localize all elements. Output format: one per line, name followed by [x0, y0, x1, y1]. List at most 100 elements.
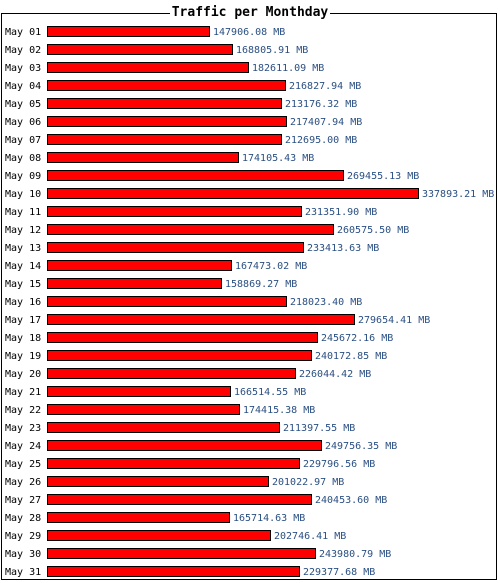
bar-row: May 10 337893.21 MB: [5, 188, 494, 200]
bar-row: May 22 174415.38 MB: [5, 404, 315, 416]
category-label: May 08: [5, 153, 41, 164]
bar: [47, 188, 419, 199]
value-label: 165714.63 MB: [233, 513, 305, 524]
chart-title-container: Traffic per Monthday: [0, 4, 500, 22]
bar: [47, 350, 312, 361]
bar: [47, 368, 296, 379]
bar-row: May 13 233413.63 MB: [5, 242, 379, 254]
chart-title: Traffic per Monthday: [169, 5, 331, 20]
value-label: 243980.79 MB: [319, 549, 391, 560]
category-label: May 16: [5, 297, 41, 308]
category-label: May 19: [5, 351, 41, 362]
category-label: May 27: [5, 495, 41, 506]
value-label: 233413.63 MB: [307, 243, 379, 254]
bar-row: May 30 243980.79 MB: [5, 548, 391, 560]
bar: [47, 296, 287, 307]
category-label: May 12: [5, 225, 41, 236]
value-label: 158869.27 MB: [225, 279, 297, 290]
category-label: May 09: [5, 171, 41, 182]
bar: [47, 170, 344, 181]
category-label: May 15: [5, 279, 41, 290]
value-label: 174415.38 MB: [243, 405, 315, 416]
bar-row: May 09 269455.13 MB: [5, 170, 419, 182]
value-label: 240453.60 MB: [315, 495, 387, 506]
bar: [47, 44, 233, 55]
bar: [47, 80, 286, 91]
category-label: May 03: [5, 63, 41, 74]
bar: [47, 332, 318, 343]
value-label: 217407.94 MB: [290, 117, 362, 128]
value-label: 226044.42 MB: [299, 369, 371, 380]
value-label: 201022.97 MB: [272, 477, 344, 488]
value-label: 245672.16 MB: [321, 333, 393, 344]
category-label: May 29: [5, 531, 41, 542]
bar: [47, 26, 210, 37]
bar: [47, 530, 271, 541]
bar: [47, 116, 287, 127]
bar-row: May 05 213176.32 MB: [5, 98, 357, 110]
category-label: May 22: [5, 405, 41, 416]
bar: [47, 404, 240, 415]
value-label: 211397.55 MB: [283, 423, 355, 434]
value-label: 231351.90 MB: [305, 207, 377, 218]
bar: [47, 548, 316, 559]
bar: [47, 314, 355, 325]
bar-row: May 19 240172.85 MB: [5, 350, 387, 362]
category-label: May 28: [5, 513, 41, 524]
value-label: 216827.94 MB: [289, 81, 361, 92]
value-label: 166514.55 MB: [234, 387, 306, 398]
value-label: 337893.21 MB: [422, 189, 494, 200]
value-label: 182611.09 MB: [252, 63, 324, 74]
bar: [47, 512, 230, 523]
category-label: May 11: [5, 207, 41, 218]
category-label: May 25: [5, 459, 41, 470]
bar-row: May 11 231351.90 MB: [5, 206, 377, 218]
value-label: 260575.50 MB: [337, 225, 409, 236]
category-label: May 02: [5, 45, 41, 56]
value-label: 174105.43 MB: [242, 153, 314, 164]
bar-row: May 28 165714.63 MB: [5, 512, 305, 524]
category-label: May 06: [5, 117, 41, 128]
bar: [47, 440, 322, 451]
bar: [47, 566, 300, 577]
category-label: May 13: [5, 243, 41, 254]
value-label: 249756.35 MB: [325, 441, 397, 452]
value-label: 168805.91 MB: [236, 45, 308, 56]
value-label: 229796.56 MB: [303, 459, 375, 470]
bar-row: May 26 201022.97 MB: [5, 476, 344, 488]
bar: [47, 458, 300, 469]
bar: [47, 152, 239, 163]
bar: [47, 260, 232, 271]
category-label: May 07: [5, 135, 41, 146]
bar-row: May 03 182611.09 MB: [5, 62, 324, 74]
category-label: May 04: [5, 81, 41, 92]
bar: [47, 206, 302, 217]
bar-row: May 23 211397.55 MB: [5, 422, 355, 434]
bar-row: May 18 245672.16 MB: [5, 332, 393, 344]
bar-row: May 25 229796.56 MB: [5, 458, 375, 470]
value-label: 279654.41 MB: [358, 315, 430, 326]
category-label: May 24: [5, 441, 41, 452]
category-label: May 17: [5, 315, 41, 326]
category-label: May 31: [5, 567, 41, 578]
bar: [47, 242, 304, 253]
category-label: May 26: [5, 477, 41, 488]
bar-row: May 17 279654.41 MB: [5, 314, 430, 326]
value-label: 213176.32 MB: [285, 99, 357, 110]
bar-row: May 07 212695.00 MB: [5, 134, 357, 146]
category-label: May 21: [5, 387, 41, 398]
category-label: May 23: [5, 423, 41, 434]
bar: [47, 134, 282, 145]
value-label: 229377.68 MB: [303, 567, 375, 578]
bar-row: May 04 216827.94 MB: [5, 80, 361, 92]
category-label: May 14: [5, 261, 41, 272]
bar: [47, 386, 231, 397]
bar-row: May 14 167473.02 MB: [5, 260, 307, 272]
bar: [47, 224, 334, 235]
category-label: May 20: [5, 369, 41, 380]
bar-row: May 06 217407.94 MB: [5, 116, 362, 128]
bar: [47, 98, 282, 109]
value-label: 269455.13 MB: [347, 171, 419, 182]
